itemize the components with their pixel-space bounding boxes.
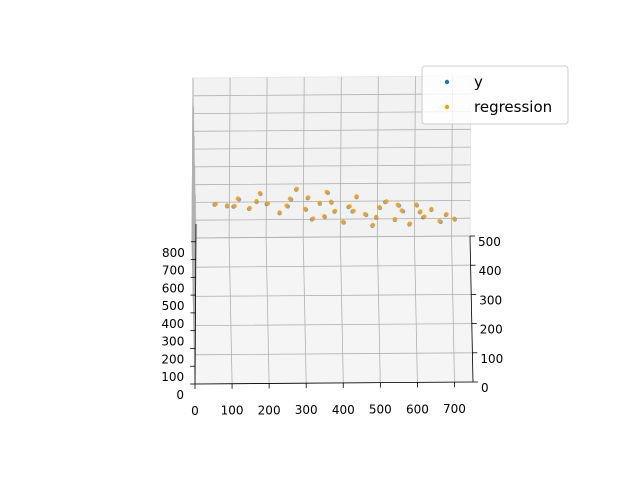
- axis-lines: [194, 223, 474, 385]
- point-regression: [284, 203, 289, 208]
- legend-box: [421, 65, 569, 125]
- point-regression: [254, 199, 259, 204]
- point-regression: [407, 221, 413, 226]
- point-regression: [311, 216, 316, 221]
- y-tick-label: 400: [479, 264, 502, 278]
- grid-z: [192, 111, 471, 260]
- grid-z: [191, 164, 471, 313]
- legend-marker-regression: [444, 104, 450, 110]
- point-regression: [317, 200, 322, 206]
- point-regression: [306, 195, 311, 200]
- point-regression: [362, 212, 368, 217]
- y-tick-label: 500: [478, 235, 501, 249]
- point-regression: [265, 201, 271, 206]
- y-tick-label: 300: [479, 293, 502, 307]
- legend: y regression: [421, 65, 569, 125]
- x-tick-label: 100: [221, 404, 244, 418]
- point-regression: [322, 214, 327, 219]
- z-tick-label: 700: [162, 264, 185, 278]
- point-regression: [213, 201, 218, 207]
- x-tick-label: 400: [332, 403, 355, 417]
- z-axis-line: [194, 223, 197, 385]
- legend-marker-y: [444, 79, 450, 85]
- grid-z: [192, 128, 471, 278]
- z-tick-label: 300: [161, 335, 184, 349]
- grid-z: [192, 93, 471, 242]
- point-regression: [354, 194, 359, 199]
- point-regression: [332, 208, 338, 214]
- point-regression: [235, 196, 240, 201]
- grid-z: [191, 182, 471, 331]
- y-tick-label: 100: [480, 352, 503, 366]
- x-tick-label: 200: [258, 403, 281, 417]
- y-tick-label: 200: [480, 323, 503, 337]
- x-tick-label: 700: [443, 402, 466, 416]
- gridlines: [191, 76, 474, 385]
- point-regression: [324, 189, 329, 195]
- grid-z: [191, 235, 471, 385]
- z-tick-label: 0: [176, 388, 184, 402]
- x-axis-line: [194, 381, 474, 385]
- point-regression: [452, 216, 457, 221]
- axes-panes: [191, 75, 474, 385]
- point-regression: [422, 214, 427, 219]
- point-regression: [287, 196, 293, 201]
- z-tick-label: 100: [161, 370, 184, 384]
- point-regression: [384, 199, 389, 204]
- point-regression: [340, 219, 346, 224]
- z-tick-label: 600: [162, 281, 185, 295]
- x-tick-label: 0: [191, 404, 199, 418]
- legend-label-y: y: [474, 73, 483, 91]
- floor-pane: [191, 235, 474, 385]
- x-tick-label: 600: [406, 402, 429, 416]
- z-tick-label: 800: [162, 246, 185, 260]
- point-regression: [374, 214, 379, 220]
- point-regression: [437, 218, 442, 224]
- point-regression: [328, 199, 334, 204]
- point-regression: [294, 186, 299, 192]
- point-regression: [232, 203, 237, 209]
- z-tick-label: 400: [162, 317, 185, 331]
- point-regression: [377, 205, 382, 210]
- legend-label-regression: regression: [474, 98, 552, 116]
- z-tick-label: 500: [162, 299, 185, 313]
- point-regression: [257, 191, 263, 196]
- grid-z: [191, 200, 471, 349]
- grid-z: [192, 146, 471, 296]
- tick-marks: 0 100 200 300 400 500 600 700 0 100 200 300 400 500 0 1…: [161, 235, 503, 418]
- point-regression: [429, 206, 434, 212]
- x-tick-label: 300: [295, 403, 318, 417]
- point-regression: [392, 216, 398, 222]
- scatter-points: [212, 186, 457, 228]
- point-regression: [277, 210, 282, 215]
- point-regression: [399, 208, 404, 213]
- point-regression: [418, 209, 423, 214]
- point-regression: [370, 222, 376, 228]
- y-tick-label: 0: [481, 381, 489, 395]
- point-regression: [444, 212, 449, 217]
- z-tick-label: 200: [161, 352, 184, 366]
- x-tick-label: 500: [369, 403, 392, 417]
- point-regression: [351, 208, 356, 213]
- point-regression: [224, 203, 230, 208]
- point-regression: [347, 204, 352, 209]
- point-regression: [303, 206, 308, 212]
- y-axis-line: [469, 235, 474, 383]
- point-regression: [395, 202, 400, 207]
- point-regression: [414, 202, 419, 207]
- point-regression: [247, 205, 252, 211]
